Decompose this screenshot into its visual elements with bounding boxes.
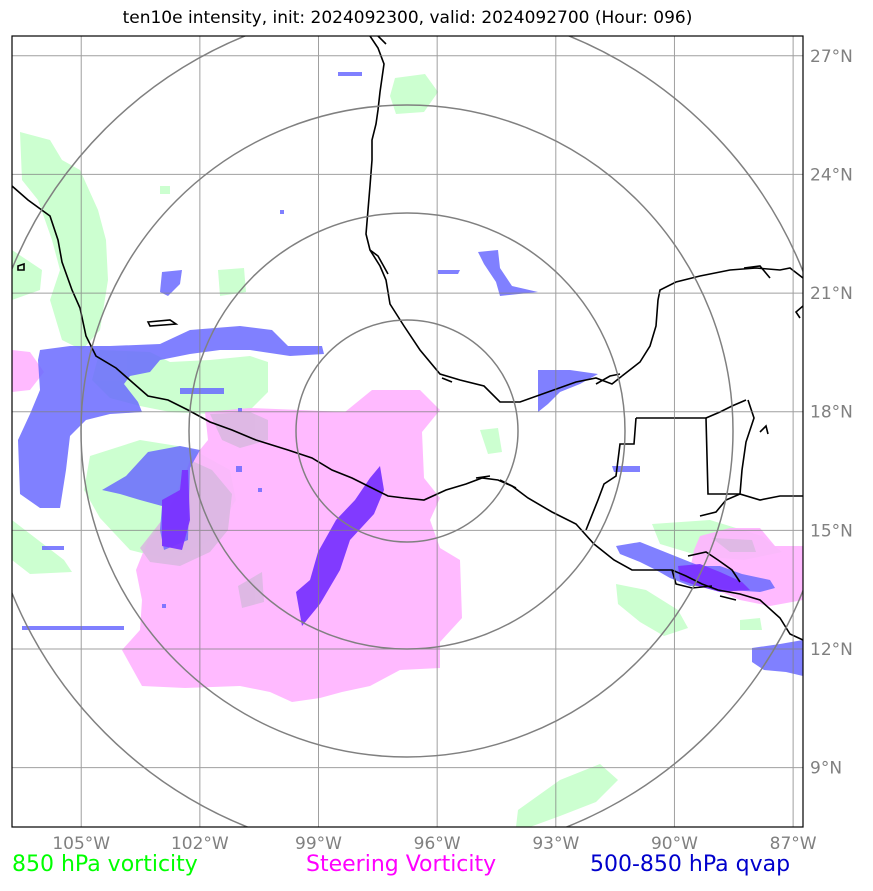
lat-tick-label: 21°N (810, 284, 853, 304)
lat-tick-label: 24°N (810, 165, 853, 185)
lon-tick-label: 93°W (532, 834, 579, 854)
gridlines (12, 36, 803, 827)
lat-tick-label: 12°N (810, 640, 853, 660)
lon-tick-label: 90°W (651, 834, 698, 854)
legend-qvap: 500-850 hPa qvap (590, 852, 791, 877)
lon-tick-labels: 105°W 102°W 99°W 96°W 93°W 90°W 87°W (52, 834, 816, 854)
lat-tick-label: 9°N (810, 759, 842, 779)
lon-tick-label: 102°W (171, 834, 229, 854)
map-title: ten10e intensity, init: 2024092300, vali… (122, 8, 693, 28)
lat-tick-labels: 27°N 24°N 21°N 18°N 15°N 12°N 9°N (810, 47, 853, 779)
legend-steering-vorticity: Steering Vorticity (306, 852, 497, 877)
lon-tick-label: 96°W (414, 834, 461, 854)
lat-tick-label: 18°N (810, 403, 853, 423)
range-ring-1 (295, 319, 519, 543)
lon-tick-label: 105°W (52, 834, 110, 854)
lon-tick-label: 87°W (770, 834, 817, 854)
map-frame (11, 35, 804, 828)
lon-tick-label: 99°W (295, 834, 342, 854)
coastlines (12, 36, 803, 641)
legend-vorticity-850: 850 hPa vorticity (12, 852, 198, 877)
lat-tick-label: 27°N (810, 47, 853, 67)
lat-tick-label: 15°N (810, 521, 853, 541)
